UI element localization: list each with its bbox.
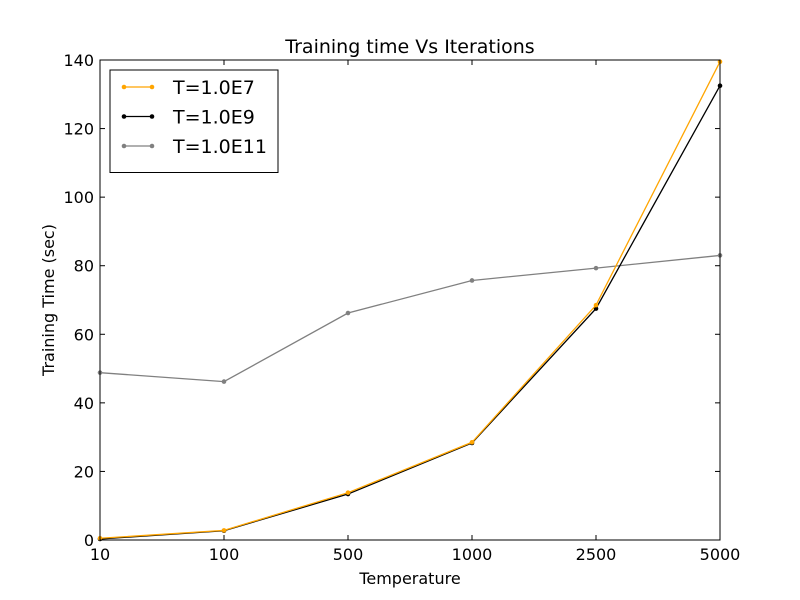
legend-marker (121, 143, 127, 149)
x-tick-label: 100 (209, 545, 240, 564)
legend-marker (149, 114, 155, 119)
x-tick-label: 1000 (452, 545, 493, 564)
y-tick-label: 40 (74, 394, 94, 413)
x-axis-label: Temperature (358, 569, 460, 588)
data-point (221, 528, 227, 533)
data-point (593, 265, 599, 271)
chart-title: Training time Vs Iterations (284, 36, 534, 58)
x-tick-label: 500 (333, 545, 364, 564)
y-tick-label: 20 (74, 462, 94, 481)
legend: T=1.0E7 T=1.0E9 T=1.0E11 (109, 69, 279, 173)
data-point (593, 306, 599, 311)
x-axis-ticks: 10 100 500 1000 2500 5000 (90, 60, 741, 564)
y-tick-label: 0 (84, 531, 94, 550)
y-tick-label: 60 (74, 325, 94, 344)
legend-label: T=1.0E7 (172, 77, 255, 99)
legend-marker (121, 84, 127, 90)
data-point (345, 310, 351, 316)
y-tick-label: 80 (74, 257, 94, 276)
y-axis-label: Training Time (sec) (39, 224, 58, 377)
legend-marker (149, 84, 155, 90)
legend-marker (121, 114, 127, 119)
data-point (469, 439, 475, 445)
data-point (221, 379, 227, 384)
x-tick-label: 2500 (576, 545, 617, 564)
y-tick-label: 120 (63, 120, 94, 139)
plot-frame (99, 59, 721, 541)
legend-marker (149, 143, 155, 149)
legend-label: T=1.0E9 (172, 107, 255, 129)
plot-area (97, 59, 723, 542)
series-line (99, 61, 721, 539)
legend-label: T=1.0E11 (172, 136, 267, 158)
x-tick-label: 5000 (700, 545, 741, 564)
data-point (345, 490, 351, 495)
data-point (469, 278, 475, 283)
y-tick-label: 100 (63, 188, 94, 207)
data-point (593, 302, 599, 308)
x-tick-label: 10 (90, 545, 110, 564)
series-line (99, 254, 721, 383)
y-tick-label: 140 (63, 51, 94, 70)
y-axis-ticks: 0 20 40 60 80 100 120 140 (63, 51, 720, 550)
